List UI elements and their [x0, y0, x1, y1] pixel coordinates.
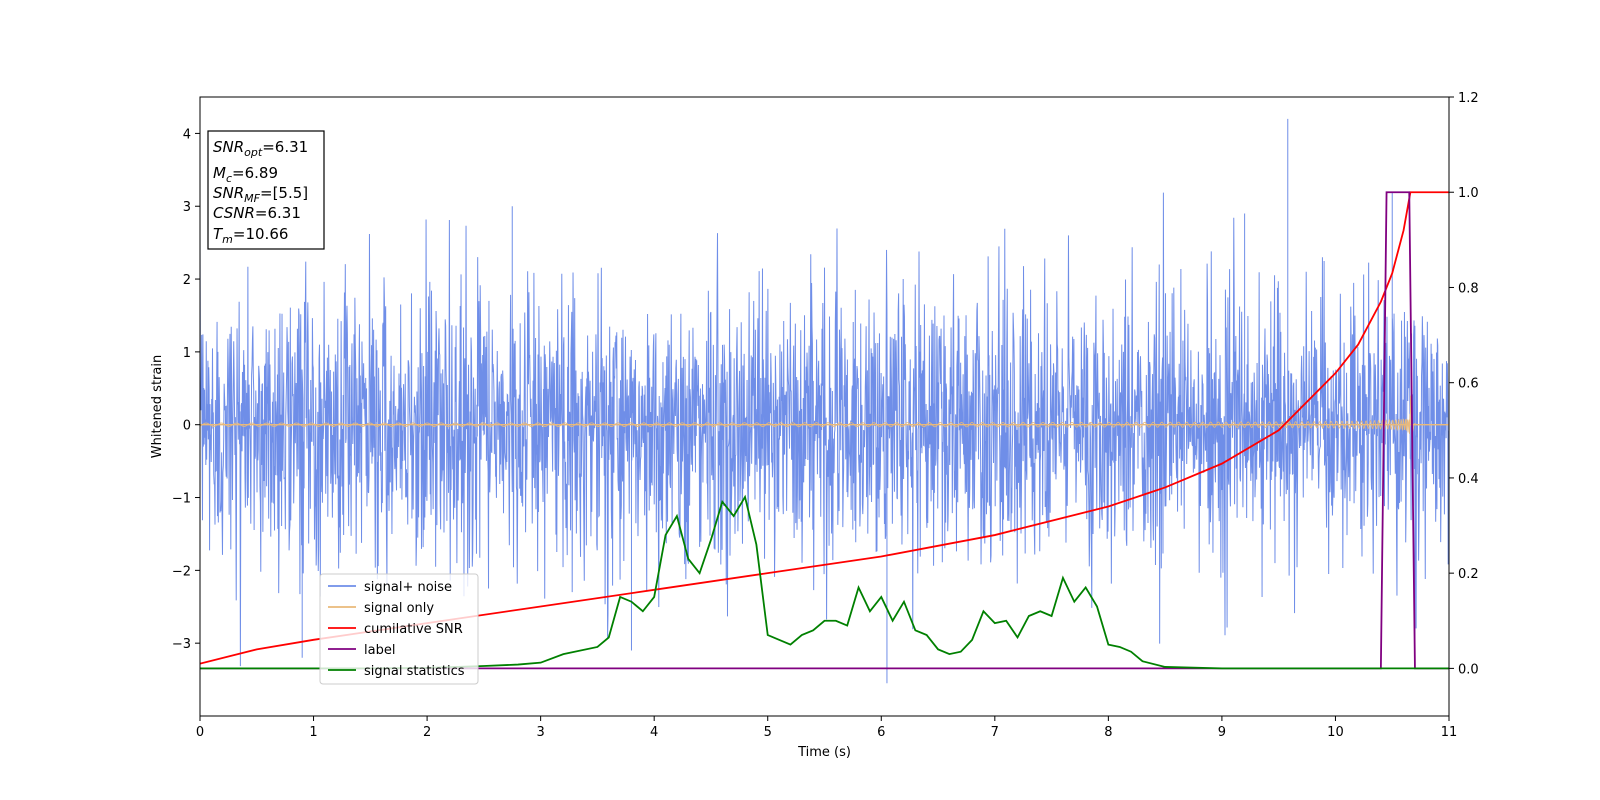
- legend: signal+ noise signal only cumilative SNR…: [319, 573, 479, 685]
- x-tick-label: 5: [764, 725, 772, 740]
- annotation-snr-opt: SNRopt=6.31: [213, 138, 308, 159]
- legend-label-cumulative-snr: cumilative SNR: [364, 622, 463, 637]
- x-tick-label: 10: [1327, 725, 1344, 740]
- y2-tick-label: 0.6: [1458, 377, 1479, 392]
- x-tick-label: 9: [1218, 725, 1226, 740]
- y-axis-right: 0.0 0.2 0.4 0.6 0.8 1.0 1.2: [1449, 91, 1479, 677]
- x-tick-label: 8: [1104, 725, 1112, 740]
- y-tick-label: 1: [183, 346, 191, 361]
- x-tick-label: 6: [877, 725, 885, 740]
- x-tick-label: 2: [423, 725, 431, 740]
- y-axis-label: Whitened strain: [150, 355, 165, 458]
- signal-statistics-series: [200, 494, 1449, 670]
- x-tick-label: 4: [650, 725, 658, 740]
- legend-frame: [319, 573, 479, 685]
- annotation-frame: [207, 130, 325, 250]
- annotation-mc: Mc=6.89: [213, 164, 278, 185]
- plot-area: [200, 118, 1449, 684]
- y2-tick-label: 0.0: [1458, 662, 1479, 677]
- signal-noise-series: [200, 118, 1449, 684]
- y-tick-label: 0: [183, 419, 191, 434]
- x-tick-label: 0: [196, 725, 204, 740]
- legend-item-label: label: [328, 643, 395, 658]
- x-tick-label: 3: [536, 725, 544, 740]
- legend-item-signal-noise: signal+ noise: [328, 580, 452, 595]
- y-tick-label: −1: [172, 492, 191, 507]
- stats-annotation-box: SNRopt=6.31 Mc=6.89 SNRMF=[5.5] CSNR=6.3…: [207, 130, 325, 250]
- y2-tick-label: 0.8: [1458, 281, 1479, 296]
- y2-tick-label: 0.4: [1458, 472, 1479, 487]
- legend-label-signal-noise: signal+ noise: [364, 580, 452, 595]
- legend-label-signal-statistics: signal statistics: [364, 664, 465, 679]
- y-tick-label: −2: [172, 564, 191, 579]
- x-axis: 0 1 2 3 4 5 6 7 8 9 10 11: [196, 716, 1457, 740]
- axes-frame: [199, 96, 1450, 717]
- legend-label-label: label: [364, 643, 395, 658]
- y-tick-label: 3: [183, 200, 191, 215]
- annotation-csnr: CSNR=6.31: [213, 204, 301, 222]
- signal-only-series: [200, 395, 1449, 434]
- y-tick-label: 4: [183, 127, 191, 142]
- legend-item-cumulative-snr: cumilative SNR: [328, 622, 463, 637]
- y2-tick-label: 1.2: [1458, 91, 1479, 106]
- y-tick-label: −3: [172, 637, 191, 652]
- legend-item-signal-statistics: signal statistics: [328, 664, 465, 679]
- legend-item-signal-only: signal only: [328, 601, 434, 616]
- y2-tick-label: 0.2: [1458, 567, 1479, 582]
- x-axis-label: Time (s): [797, 745, 851, 760]
- x-tick-label: 11: [1441, 725, 1458, 740]
- y2-tick-label: 1.0: [1458, 186, 1479, 201]
- annotation-tm: Tm=10.66: [213, 225, 288, 246]
- y-tick-label: 2: [183, 273, 191, 288]
- x-tick-label: 7: [991, 725, 999, 740]
- legend-label-signal-only: signal only: [364, 601, 434, 616]
- annotation-snr-mf: SNRMF=[5.5]: [213, 184, 308, 205]
- x-tick-label: 1: [309, 725, 317, 740]
- y-axis-left: −3 −2 −1 0 1 2 3 4: [172, 127, 200, 652]
